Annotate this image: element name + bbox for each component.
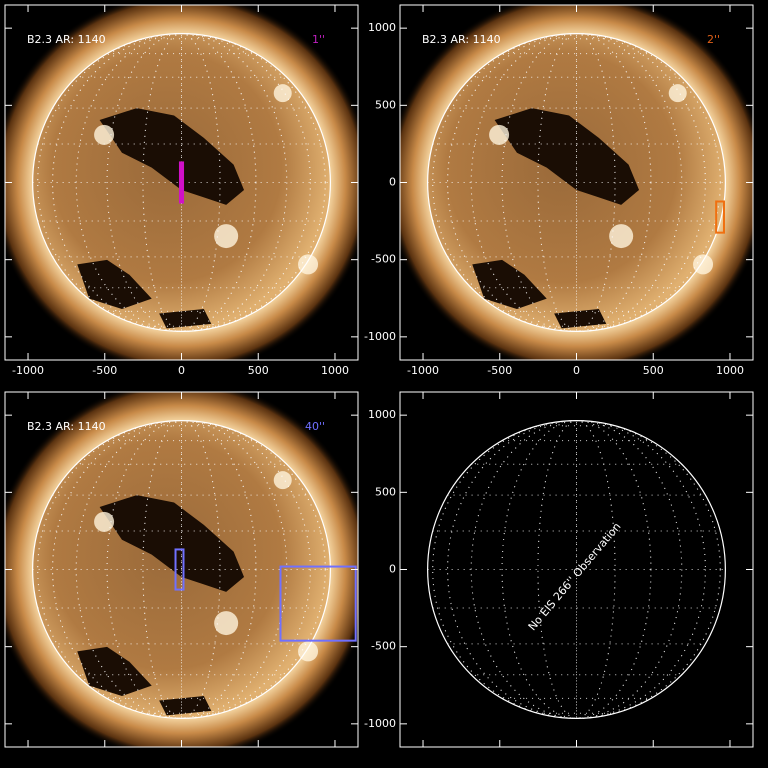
- panel-label: B2.3 AR: 1140: [422, 33, 501, 46]
- bright-region: [668, 84, 687, 103]
- meridian: [75, 420, 288, 719]
- x-tick-label: 1000: [321, 364, 349, 377]
- meridian: [470, 420, 683, 719]
- x-tick-label: 1000: [716, 364, 744, 377]
- x-tick-label: -1000: [12, 364, 44, 377]
- y-tick-label: -500: [371, 253, 396, 266]
- x-tick-label: 500: [248, 364, 269, 377]
- meridian: [37, 33, 326, 332]
- meridian: [447, 420, 706, 719]
- coronal-hole: [554, 309, 607, 329]
- coronal-hole: [77, 646, 152, 697]
- meridian: [75, 33, 288, 332]
- panel-content: [427, 420, 726, 719]
- bright-region: [94, 511, 115, 532]
- y-tick-label: -500: [371, 640, 396, 653]
- resolution-label: 2'': [707, 33, 720, 46]
- coronal-hole: [99, 108, 245, 205]
- panel: B2.3 AR: 1140 2'' -1000 -500 0 500 1000 -1000 -5…: [364, 4, 754, 377]
- y-tick-label: 500: [375, 98, 396, 111]
- meridian: [52, 420, 311, 719]
- x-tick-label: 500: [643, 364, 664, 377]
- slit-box: [715, 200, 725, 234]
- panel: No EIS 266'' Observation -1000 -500 0 500 100…: [364, 391, 754, 748]
- coronal-hole: [77, 259, 152, 310]
- slit-box: [174, 548, 185, 591]
- bright-region: [214, 611, 239, 636]
- slit-box: [279, 565, 357, 642]
- x-tick-label: -500: [487, 364, 512, 377]
- meridian: [432, 33, 721, 332]
- limb: [427, 420, 726, 719]
- meridian: [447, 33, 706, 332]
- coronal-hole: [159, 309, 212, 329]
- panel-content: [400, 5, 753, 360]
- y-tick-label: 1000: [368, 408, 396, 421]
- annotation: No EIS 266'' Observation: [526, 520, 624, 633]
- y-tick-label: 0: [389, 176, 396, 189]
- panel-label: B2.3 AR: 1140: [27, 33, 106, 46]
- y-tick-label: 0: [389, 563, 396, 576]
- panel-label: B2.3 AR: 1140: [27, 420, 106, 433]
- x-tick-label: -1000: [407, 364, 439, 377]
- meridian: [52, 33, 311, 332]
- bright-region: [273, 471, 292, 490]
- coronal-hole: [472, 259, 547, 310]
- panel: B2.3 AR: 1140 40'': [4, 391, 359, 748]
- x-tick-label: 0: [573, 364, 580, 377]
- limb: [32, 420, 331, 719]
- resolution-label: 40'': [305, 420, 325, 433]
- limb: [427, 33, 726, 332]
- panel: B2.3 AR: 1140 1'' -1000 -500 0 500 1000: [4, 4, 359, 377]
- panel-content: [5, 392, 358, 747]
- bright-region: [489, 124, 510, 145]
- bright-region: [94, 124, 115, 145]
- y-tick-label: 1000: [368, 21, 396, 34]
- bright-region: [214, 224, 239, 249]
- bright-region: [609, 224, 634, 249]
- bright-region: [273, 84, 292, 103]
- y-tick-label: -1000: [364, 717, 396, 730]
- y-tick-label: 500: [375, 485, 396, 498]
- x-tick-label: 0: [178, 364, 185, 377]
- panel-content: [5, 5, 358, 360]
- limb: [32, 33, 331, 332]
- meridian: [432, 420, 721, 719]
- y-tick-label: -1000: [364, 330, 396, 343]
- x-tick-label: -500: [92, 364, 117, 377]
- meridian: [470, 33, 683, 332]
- coronal-hole: [494, 108, 640, 205]
- resolution-label: 1'': [312, 33, 325, 46]
- slit-box: [178, 161, 185, 204]
- meridian: [37, 420, 326, 719]
- coronal-hole: [99, 495, 245, 592]
- coronal-hole: [159, 696, 212, 716]
